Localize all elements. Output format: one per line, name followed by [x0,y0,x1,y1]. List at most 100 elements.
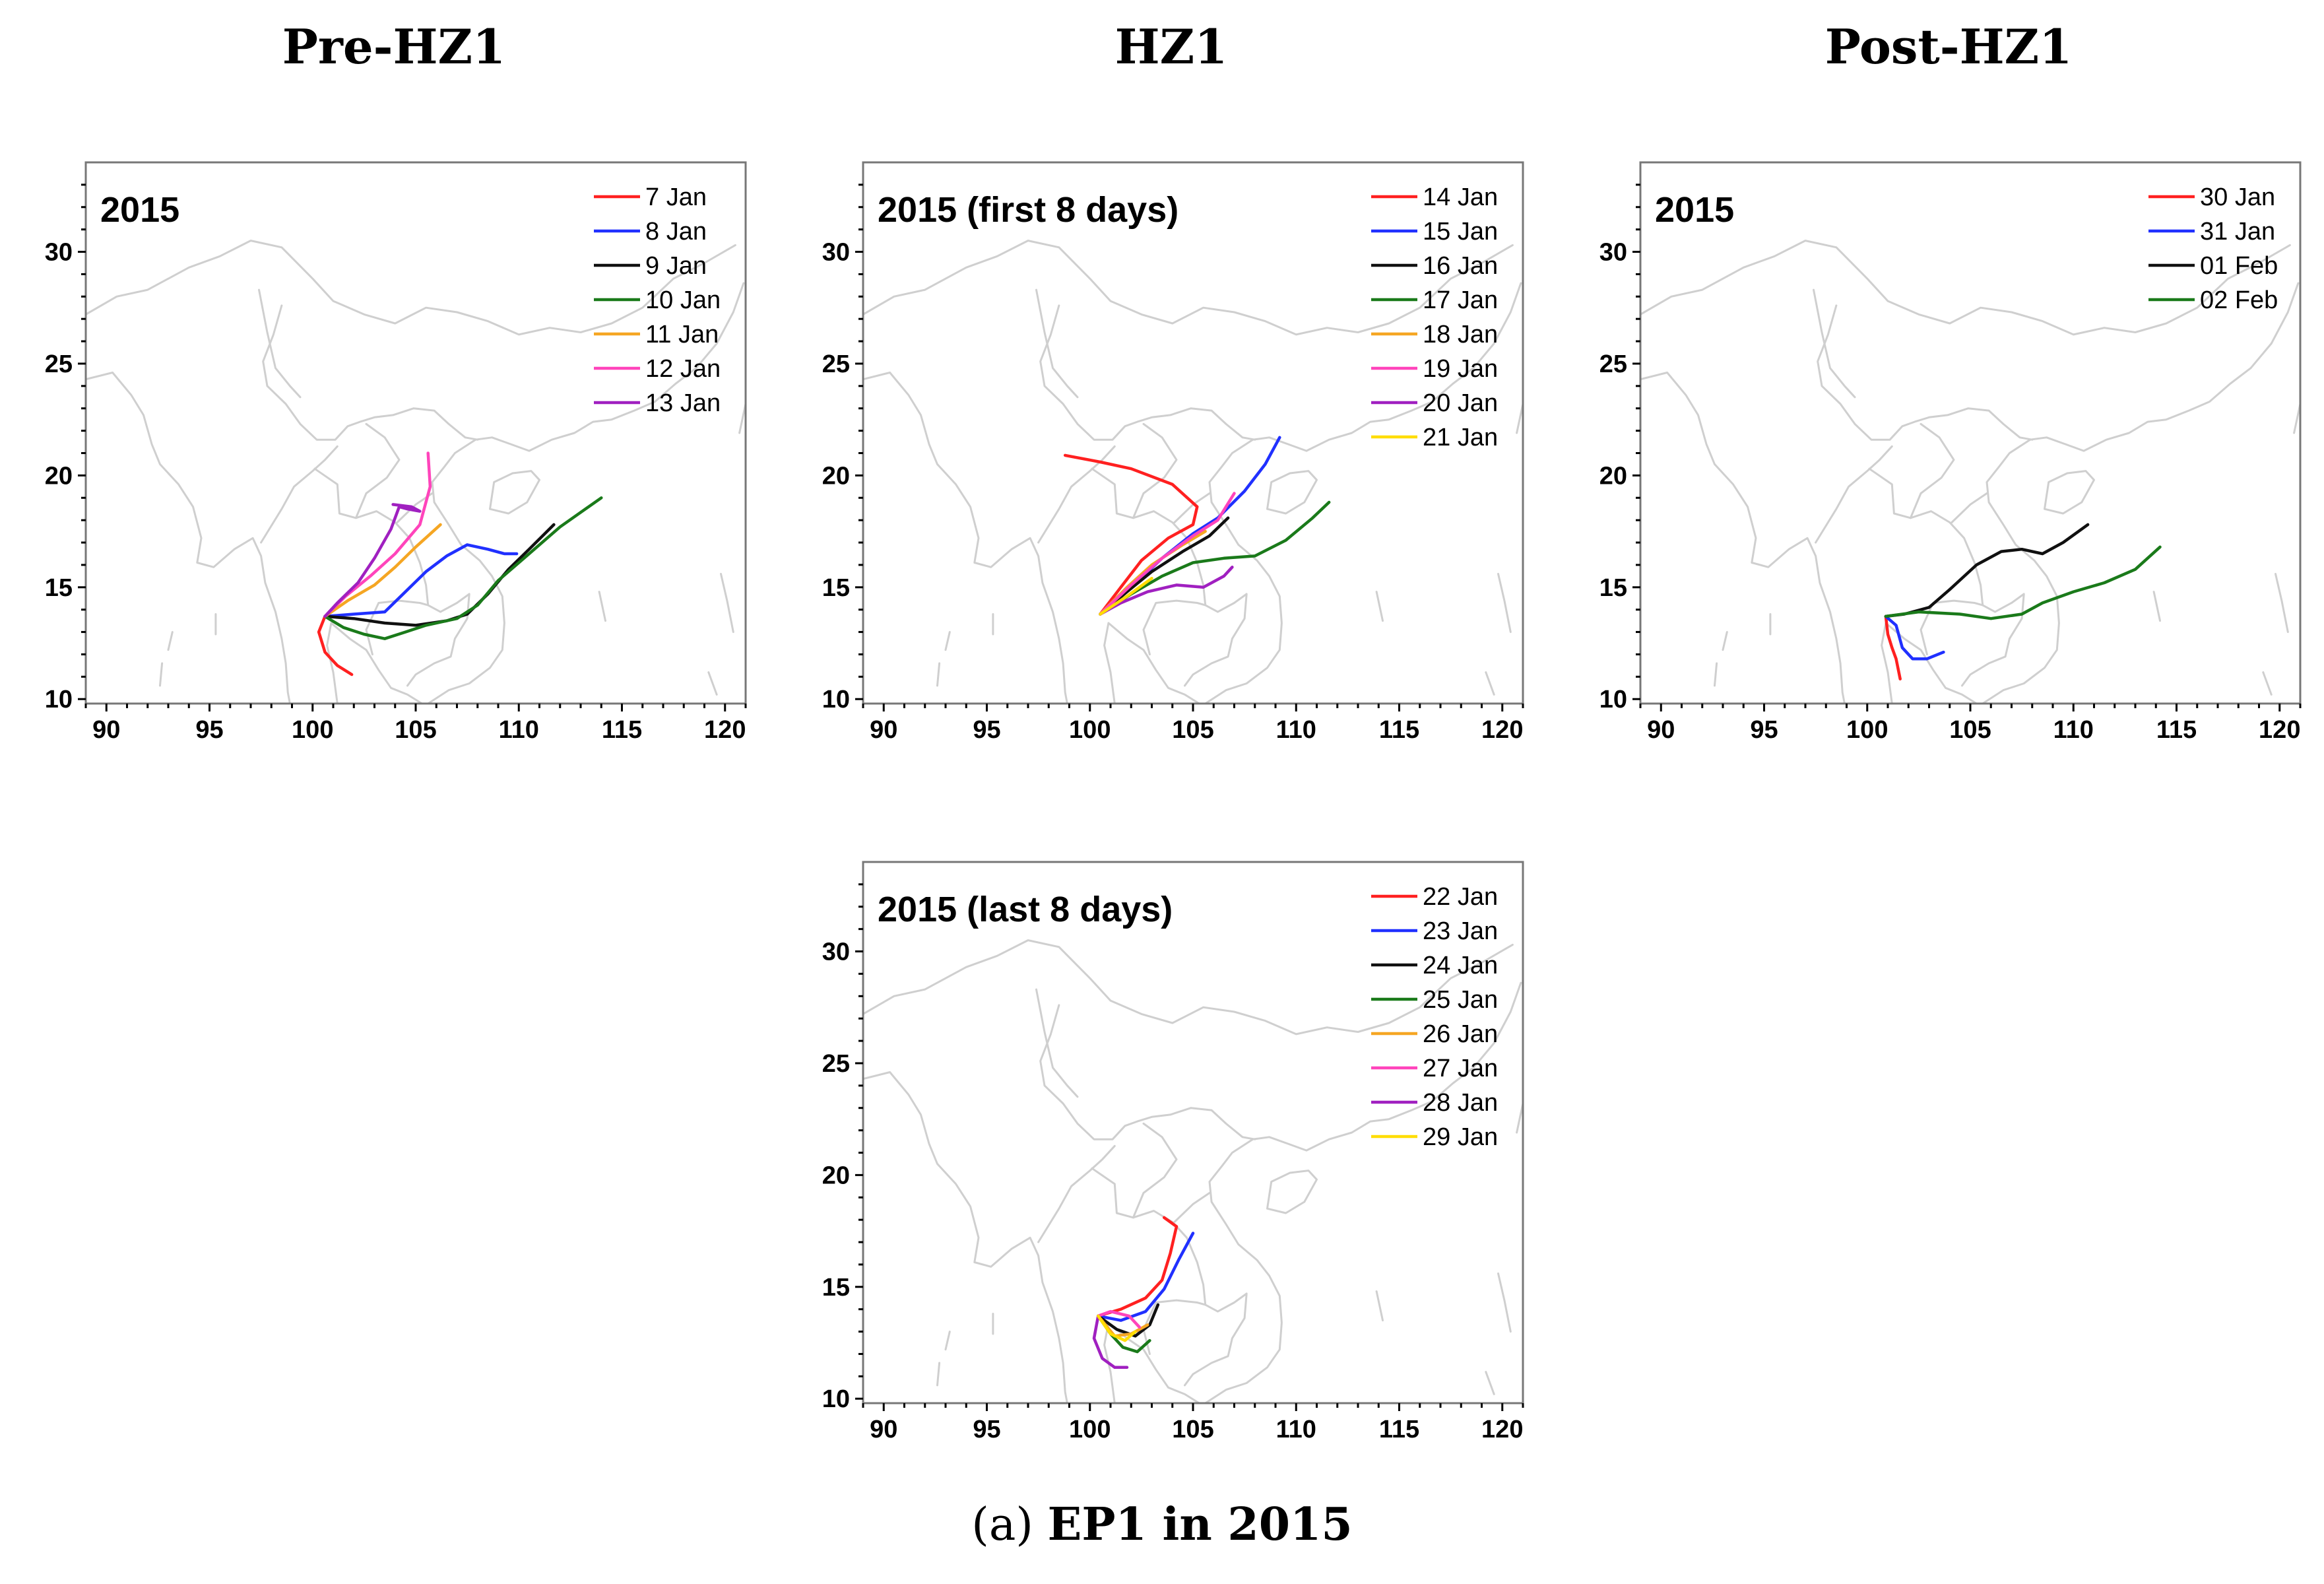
y-tick-label: 30 [1599,239,1627,267]
panel-title: 2015 (first 8 days) [878,190,1178,230]
x-tick-label: 95 [195,716,223,744]
x-tick-label: 110 [1276,1416,1316,1443]
map-outline [313,467,470,687]
trajectory-02-feb [1884,545,2162,620]
chart-hz1-last-8-days: 90 95 100 105 110 115 120 10 15 20 25 30 2015 (last … [822,861,1524,1443]
map-outline [1375,591,1384,622]
x-tick-label: 90 [1647,716,1675,744]
legend-label: 20 Jan [1423,389,1498,417]
x-tick-label: 100 [292,716,333,744]
trajectory-8-jan [323,543,519,618]
y-tick-label: 10 [822,1385,850,1413]
x-tick-label: 110 [2053,716,2094,744]
x-tick-label: 90 [870,1416,897,1443]
map-outline [167,631,174,651]
y-tick-label: 20 [822,1162,850,1189]
map-outline [258,288,302,399]
trajectory-24-jan [1097,1303,1160,1338]
y-tick-label: 10 [822,686,850,713]
legend-label: 31 Jan [2200,218,2275,246]
map-outline [1204,981,1522,1403]
trajectory-11-jan [323,523,442,618]
legend-label: 22 Jan [1423,883,1498,911]
legend-label: 24 Jan [1423,952,1498,979]
y-tick-label: 30 [822,239,850,267]
legend-label: 23 Jan [1423,917,1498,945]
y-tick-label: 15 [822,1274,850,1302]
x-tick-label: 95 [1750,716,1778,744]
y-tick-label: 30 [822,939,850,966]
map-outline [86,372,291,704]
panel-title: 2015 [100,190,179,230]
x-tick-label: 105 [1949,716,1991,744]
x-tick-label: 115 [1379,1416,1419,1443]
x-tick-label: 115 [602,716,642,744]
x-tick-label: 105 [1172,1416,1213,1443]
legend-label: 29 Jan [1423,1123,1498,1151]
x-tick-label: 120 [2259,716,2300,744]
map-outline [1485,1371,1495,1395]
legend-label: 27 Jan [1423,1055,1498,1082]
trajectory-28-jan [1092,1314,1129,1370]
map-outline [1266,1170,1318,1214]
map-outline [1982,282,2300,704]
x-tick-label: 95 [973,716,1000,744]
map-outline [1722,631,1728,651]
map-outline [1815,445,1893,544]
map-outline [863,240,1514,336]
y-tick-label: 20 [45,462,73,490]
map-outline [1375,1290,1384,1322]
map-outline [1173,492,1211,523]
trajectory-17-jan [1099,500,1331,616]
x-tick-label: 105 [1172,716,1213,744]
map-outline [738,403,746,434]
map-outline [1103,1321,1200,1403]
legend-label: 19 Jan [1423,355,1498,383]
legend-label: 18 Jan [1423,321,1498,348]
y-tick-label: 30 [45,239,73,267]
y-tick-label: 10 [1599,686,1627,713]
map-outline [1640,372,1846,704]
legend-label: 11 Jan [645,321,719,348]
column-title-hz1: HZ1 [1114,18,1228,75]
chart-hz1-first-8-days: 90 95 100 105 110 115 120 10 15 20 25 30 2015 (first… [822,161,1524,744]
x-tick-label: 105 [395,716,436,744]
trajectory-9-jan [323,523,556,627]
map-outline [1920,599,1984,655]
legend-label: 28 Jan [1423,1089,1498,1117]
trajectory-27-jan [1097,1309,1142,1329]
y-tick-label: 25 [822,350,850,378]
legend-label: 9 Jan [645,252,707,280]
x-tick-label: 120 [1481,1416,1523,1443]
caption-label: (a) [971,1499,1033,1551]
map-outline [1497,573,1512,634]
map-outline [944,1331,951,1351]
y-tick-label: 20 [1599,462,1627,490]
map-outline [1039,304,1256,441]
y-tick-label: 15 [1599,574,1627,602]
map-outline [1132,422,1178,519]
trajectory-29-jan [1097,1314,1137,1342]
x-tick-label: 120 [1481,716,1523,744]
trajectory-23-jan [1097,1232,1195,1322]
map-outline [1881,622,1978,704]
map-outline [1037,445,1116,544]
x-tick-label: 110 [499,716,539,744]
x-tick-label: 100 [1069,1416,1111,1443]
map-outline [1173,1192,1211,1223]
column-title-pre-hz1: Pre-HZ1 [282,18,506,75]
map-outline [936,1362,941,1387]
map-outline [427,282,745,704]
trajectory-10-jan [323,496,603,640]
map-outline [598,591,606,622]
trajectory-31-jan [1884,614,1945,661]
chart-post-hz1: 90 95 100 105 110 115 120 10 15 20 25 30 2015 30 Jan 3… [1599,161,2302,744]
map-outline [863,372,1068,704]
map-outline [1035,988,1079,1098]
map-outline [489,470,540,515]
map-outline [936,662,941,687]
map-outline [1909,422,1955,519]
chart-pre-hz1: 90 95 100 105 110 115 120 10 15 20 25 30 2015 7 Jan 8 … [45,161,747,744]
legend-label: 14 Jan [1423,183,1498,211]
map-outline [2044,470,2095,515]
